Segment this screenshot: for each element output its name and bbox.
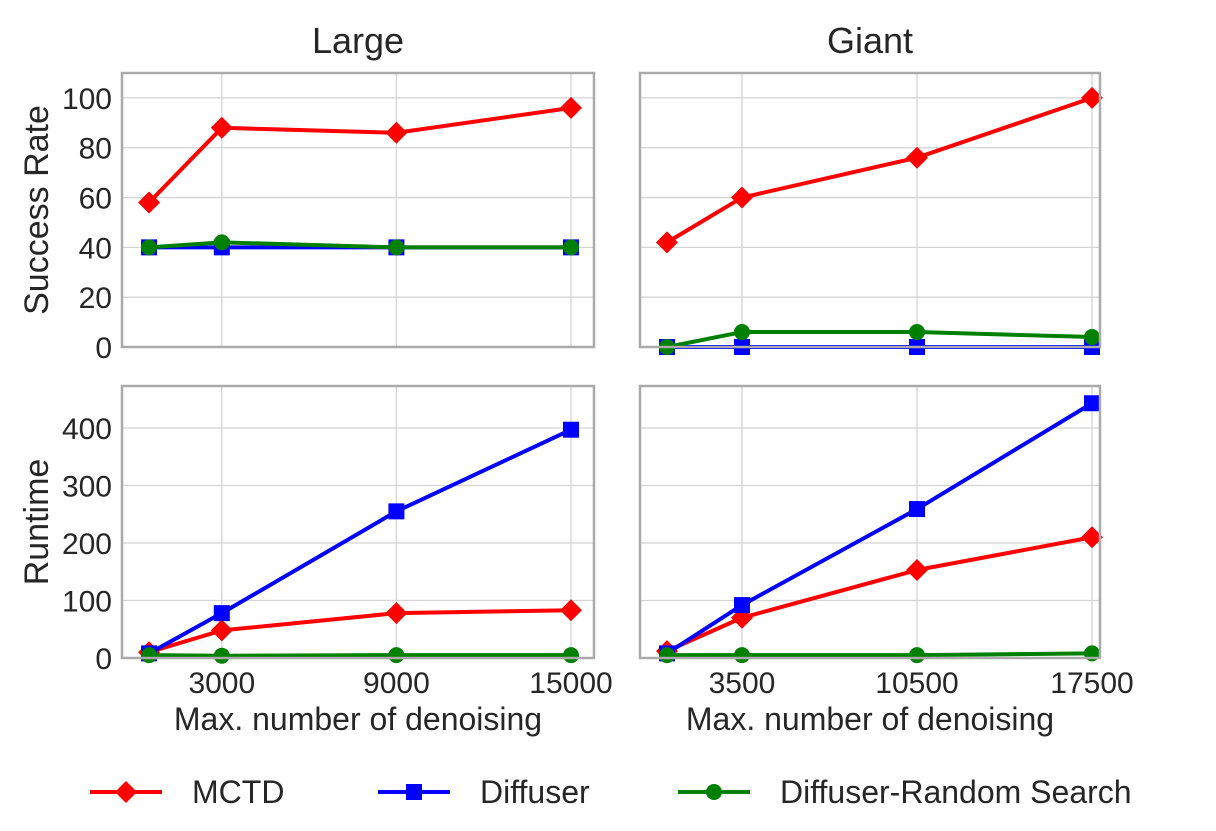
diamond-marker <box>1081 526 1103 549</box>
legend-item: Diffuser <box>378 774 590 810</box>
circle-marker <box>213 234 230 251</box>
circle-marker <box>141 647 158 664</box>
x-tick-label: 15000 <box>529 667 612 700</box>
series-line <box>666 330 1093 349</box>
plot-frame <box>638 71 1102 349</box>
circle-marker <box>213 647 230 664</box>
y-tick-label: 40 <box>79 232 112 265</box>
series-line <box>148 427 572 656</box>
x-tick-label: 9000 <box>363 667 430 700</box>
legend-item: MCTD <box>90 774 284 810</box>
series-line <box>665 96 1093 245</box>
circle-marker <box>563 239 580 256</box>
square-marker <box>388 503 405 520</box>
circle-marker <box>909 324 925 341</box>
x-tick-label: 17500 <box>1050 667 1133 700</box>
subplot-title: Large <box>312 20 404 61</box>
diamond-marker <box>210 116 233 139</box>
plot-frame <box>120 384 596 660</box>
circle-marker <box>1084 329 1100 346</box>
legend-label: Diffuser-Random Search <box>780 774 1132 810</box>
circle-marker <box>734 647 750 664</box>
diamond-marker <box>210 619 233 642</box>
diamond-marker <box>385 602 408 625</box>
square-marker <box>563 421 580 438</box>
series-line <box>147 105 572 204</box>
diamond-marker <box>138 191 161 214</box>
series-diffuser-random-search <box>141 234 580 256</box>
diamond-marker <box>906 559 928 582</box>
diamond-marker <box>1081 86 1103 109</box>
y-axis-label: Success Rate <box>18 105 56 315</box>
series-diffuser-random-search <box>659 324 1100 355</box>
series-line <box>666 535 1093 653</box>
x-tick-label: 10500 <box>875 667 958 700</box>
series-diffuser-random-search <box>659 645 1100 664</box>
x-axis-label: Max. number of denoising <box>686 701 1054 737</box>
diamond-marker <box>385 121 408 144</box>
diamond-marker <box>560 599 583 622</box>
series-line <box>148 608 572 655</box>
square-marker <box>734 597 750 614</box>
square-marker <box>1084 395 1100 412</box>
y-tick-label: 20 <box>79 282 112 315</box>
legend-label: MCTD <box>192 774 284 810</box>
y-tick-label: 0 <box>95 643 112 676</box>
x-axis-label: Max. number of denoising <box>174 701 542 737</box>
y-tick-label: 0 <box>95 332 112 365</box>
circle-marker <box>909 647 925 664</box>
series-mctd <box>138 96 583 214</box>
diamond-marker <box>656 231 678 254</box>
series-diffuser <box>141 421 580 662</box>
diamond-marker <box>560 96 583 119</box>
x-tick-label: 3500 <box>709 667 776 700</box>
diamond-marker <box>731 186 753 209</box>
y-tick-label: 200 <box>62 528 112 561</box>
circle-marker <box>388 647 405 664</box>
legend-item: Diffuser-Random Search <box>678 774 1132 810</box>
subplot-title: Giant <box>827 20 913 61</box>
legend-label: Diffuser <box>480 774 590 810</box>
subplot-0: 0 20 40 60 80 100 Large Success Rate <box>18 20 596 365</box>
x-tick-label: 3000 <box>188 667 255 700</box>
legend: MCTD Diffuser Diffuser-Random Search <box>90 774 1132 810</box>
series-diffuser <box>659 395 1100 662</box>
series-diffuser-random-search <box>141 647 580 664</box>
series-line <box>667 651 1093 658</box>
circle-marker <box>659 647 675 664</box>
y-tick-label: 80 <box>79 133 112 166</box>
square-marker <box>213 605 230 622</box>
series-mctd <box>656 526 1103 663</box>
series-line <box>665 401 1094 656</box>
plot-frame <box>638 384 1102 660</box>
diamond-marker <box>115 781 137 803</box>
subplot-1: Giant <box>638 20 1103 355</box>
y-tick-label: 300 <box>62 470 112 503</box>
circle-marker <box>141 239 158 256</box>
series-line <box>148 240 572 250</box>
circle-marker <box>734 324 750 341</box>
y-tick-label: 100 <box>62 585 112 618</box>
y-tick-label: 100 <box>62 83 112 116</box>
square-marker <box>909 501 925 518</box>
circle-marker <box>563 647 580 664</box>
circle-marker <box>706 784 722 800</box>
circle-marker <box>388 239 405 256</box>
diamond-marker <box>906 146 928 169</box>
y-axis-label: Runtime <box>18 459 56 586</box>
y-tick-label: 60 <box>79 183 112 216</box>
series-line <box>149 653 572 658</box>
plot-frame <box>120 71 596 349</box>
series-mctd <box>656 86 1103 254</box>
square-marker <box>406 784 422 800</box>
y-tick-label: 400 <box>62 413 112 446</box>
